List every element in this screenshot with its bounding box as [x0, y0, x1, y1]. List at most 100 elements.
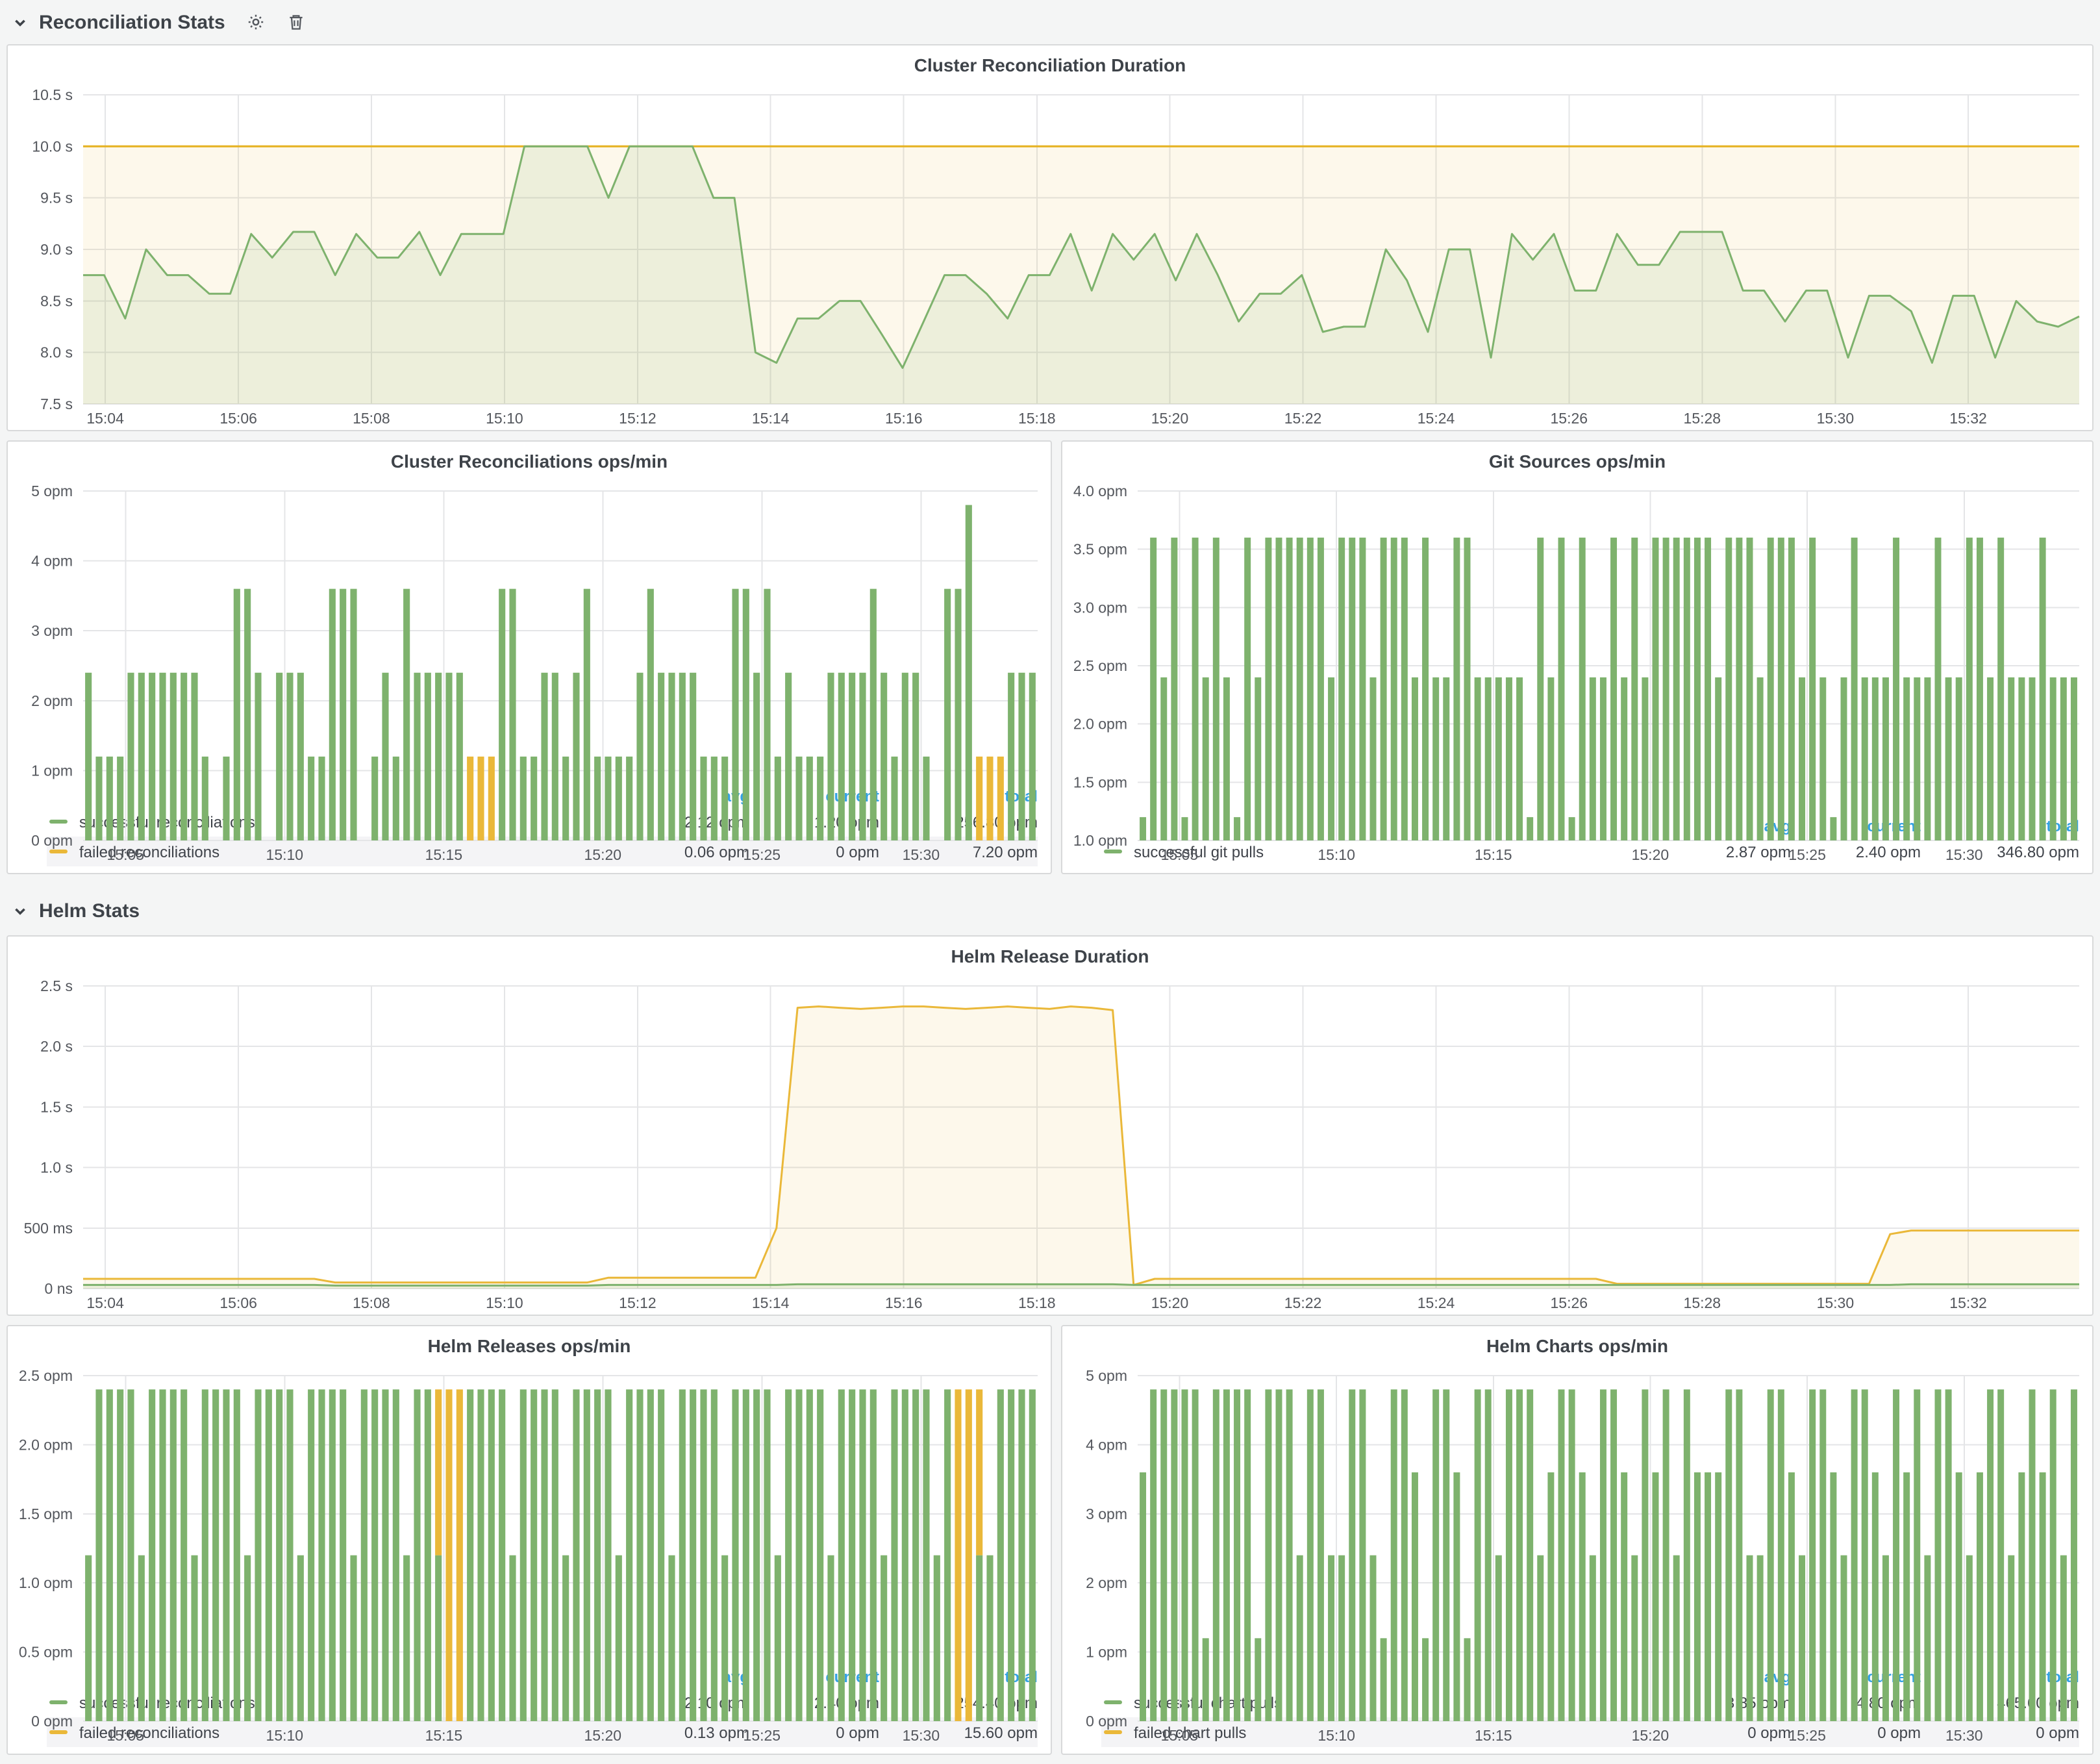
svg-text:15:06: 15:06 [219, 410, 257, 427]
series-color-dash-icon [1104, 850, 1122, 853]
chart-helm-charts-ops[interactable]: 15:05 15:10 15:15 15:20 15:25 15:30 5 opm 4 opm… [1062, 1363, 2092, 1744]
svg-text:0 opm: 0 opm [31, 1713, 73, 1730]
svg-text:15:18: 15:18 [1018, 1294, 1056, 1311]
chart-git-sources-ops[interactable]: 15:05 15:10 15:15 15:20 15:25 15:30 4.0 opm 3.5… [1062, 478, 2092, 863]
svg-text:15:20: 15:20 [584, 1727, 621, 1744]
svg-text:3 opm: 3 opm [1086, 1506, 1127, 1522]
svg-text:15:25: 15:25 [1788, 1727, 1826, 1744]
legend-avg-value: 2.87 opm [1725, 842, 1791, 861]
svg-text:15:15: 15:15 [425, 846, 463, 863]
svg-text:15:10: 15:10 [266, 846, 304, 863]
chevron-down-icon[interactable] [13, 903, 27, 918]
legend-series-label[interactable]: failed reconciliations [79, 842, 220, 861]
legend-avg-value: 0.13 opm [684, 1723, 749, 1741]
svg-text:15:10: 15:10 [1318, 1727, 1355, 1744]
svg-text:15:20: 15:20 [1151, 1294, 1189, 1311]
svg-text:15:30: 15:30 [903, 846, 940, 863]
panel-cluster-reconciliations-ops: Cluster Reconciliations ops/min 15:05 15:… [6, 440, 1052, 874]
svg-text:15:30: 15:30 [1817, 410, 1855, 427]
svg-text:15:20: 15:20 [1632, 1727, 1669, 1744]
svg-text:15:24: 15:24 [1418, 1294, 1455, 1311]
svg-text:15:12: 15:12 [619, 1294, 656, 1311]
svg-text:1 opm: 1 opm [1086, 1644, 1127, 1661]
svg-text:15:20: 15:20 [1632, 846, 1669, 863]
legend-series-label[interactable]: failed chart pulls [1134, 1723, 1247, 1741]
svg-text:2.5 s: 2.5 s [40, 977, 73, 994]
svg-text:15:08: 15:08 [353, 410, 390, 427]
panel-cluster-reconciliation-duration: Cluster Reconciliation Duration 15:04 15:… [6, 44, 2094, 431]
section-header-helm-stats[interactable]: Helm Stats [0, 888, 2100, 933]
svg-text:3 opm: 3 opm [31, 622, 73, 639]
panel-helm-releases-ops: Helm Releases ops/min 15:05 15:10 15:15 15:… [6, 1325, 1052, 1755]
series-color-dash-icon [49, 820, 68, 824]
section-title-helm-stats[interactable]: Helm Stats [39, 900, 140, 922]
series-color-dash-icon [1104, 1700, 1122, 1704]
svg-text:15:05: 15:05 [106, 1727, 144, 1744]
panel-title-helm-charts-ops[interactable]: Helm Charts ops/min [1486, 1335, 1669, 1356]
svg-text:15:16: 15:16 [885, 1294, 923, 1311]
gear-icon[interactable] [247, 13, 266, 31]
svg-text:15:06: 15:06 [219, 1294, 257, 1311]
svg-text:15:15: 15:15 [1475, 846, 1512, 863]
legend-avg-value: 0.06 opm [684, 842, 749, 861]
svg-text:1 opm: 1 opm [31, 762, 73, 779]
svg-text:1.5 opm: 1.5 opm [1073, 774, 1127, 790]
svg-text:15:28: 15:28 [1684, 1294, 1721, 1311]
svg-text:15:14: 15:14 [752, 410, 790, 427]
svg-text:15:15: 15:15 [425, 1727, 463, 1744]
legend-current-value: 1.20 opm [814, 813, 879, 831]
svg-text:15:24: 15:24 [1418, 410, 1455, 427]
svg-text:1.0 opm: 1.0 opm [1073, 832, 1127, 849]
svg-text:3.5 opm: 3.5 opm [1073, 541, 1127, 558]
svg-text:0 opm: 0 opm [1086, 1713, 1127, 1730]
svg-text:15:22: 15:22 [1284, 410, 1322, 427]
legend-avg-value: 0 opm [1747, 1723, 1791, 1741]
trash-icon[interactable] [288, 13, 306, 31]
series-color-dash-icon [49, 1730, 68, 1734]
svg-text:15:22: 15:22 [1284, 1294, 1322, 1311]
section-header-reconciliation-stats[interactable]: Reconciliation Stats [0, 0, 2100, 44]
legend-total-value: 7.20 opm [972, 842, 1038, 861]
panel-git-sources-ops: Git Sources ops/min 15:05 15:10 15:15 15:20… [1061, 440, 2094, 874]
panel-title-cluster-reconciliation-duration[interactable]: Cluster Reconciliation Duration [914, 55, 1186, 75]
svg-text:15:10: 15:10 [486, 1294, 523, 1311]
panel-title-git-sources-ops[interactable]: Git Sources ops/min [1488, 451, 1666, 472]
panel-title-helm-releases-ops[interactable]: Helm Releases ops/min [427, 1335, 631, 1356]
chart-helm-releases-ops[interactable]: 15:05 15:10 15:15 15:20 15:25 15:30 2.5 opm 2.0… [8, 1363, 1051, 1744]
svg-text:1.0 opm: 1.0 opm [19, 1574, 73, 1591]
chart-helm-release-duration[interactable]: 15:04 15:06 15:08 15:10 15:12 15:14 15:16 15:18… [8, 973, 2092, 1315]
legend-current-value: 0 opm [836, 1723, 879, 1741]
svg-text:8.0 s: 8.0 s [40, 344, 73, 361]
svg-text:7.5 s: 7.5 s [40, 396, 73, 412]
svg-text:10.0 s: 10.0 s [32, 138, 73, 155]
svg-text:10.5 s: 10.5 s [32, 86, 73, 103]
svg-text:15:12: 15:12 [619, 410, 656, 427]
legend-current-value: 0 opm [1877, 1723, 1921, 1741]
chevron-down-icon[interactable] [13, 15, 27, 29]
svg-text:15:05: 15:05 [106, 846, 144, 863]
svg-text:15:28: 15:28 [1684, 410, 1721, 427]
svg-text:1.5 s: 1.5 s [40, 1098, 73, 1115]
svg-text:15:25: 15:25 [744, 1727, 781, 1744]
svg-text:15:25: 15:25 [1788, 846, 1826, 863]
svg-text:500 ms: 500 ms [24, 1220, 73, 1237]
series-color-dash-icon [49, 850, 68, 853]
svg-text:15:30: 15:30 [1945, 846, 1983, 863]
svg-text:3.0 opm: 3.0 opm [1073, 599, 1127, 616]
svg-text:2.5 opm: 2.5 opm [1073, 657, 1127, 674]
svg-text:2.0 s: 2.0 s [40, 1038, 73, 1055]
legend-series-label[interactable]: successful git pulls [1134, 842, 1264, 861]
svg-text:15:16: 15:16 [885, 410, 923, 427]
series-color-dash-icon [1104, 1730, 1122, 1734]
panel-title-helm-release-duration[interactable]: Helm Release Duration [951, 946, 1149, 966]
chart-cluster-reconciliations-ops[interactable]: 15:05 15:10 15:15 15:20 15:25 15:30 5 opm 4 opm… [8, 478, 1051, 863]
section-title-reconciliation-stats[interactable]: Reconciliation Stats [39, 11, 225, 33]
svg-text:9.5 s: 9.5 s [40, 190, 73, 207]
panel-title-cluster-reconciliations-ops[interactable]: Cluster Reconciliations ops/min [390, 451, 668, 472]
legend-series-label[interactable]: failed reconciliations [79, 1723, 220, 1741]
legend-row: failed reconciliations 0.13 opm 0 opm 15.60… [47, 1717, 1038, 1747]
chart-cluster-reconciliation-duration[interactable]: 15:04 15:06 15:08 15:10 15:12 15:14 15:16 15:18… [8, 82, 2092, 430]
legend-total-value: 346.80 opm [1997, 842, 2079, 861]
svg-text:9.0 s: 9.0 s [40, 241, 73, 258]
